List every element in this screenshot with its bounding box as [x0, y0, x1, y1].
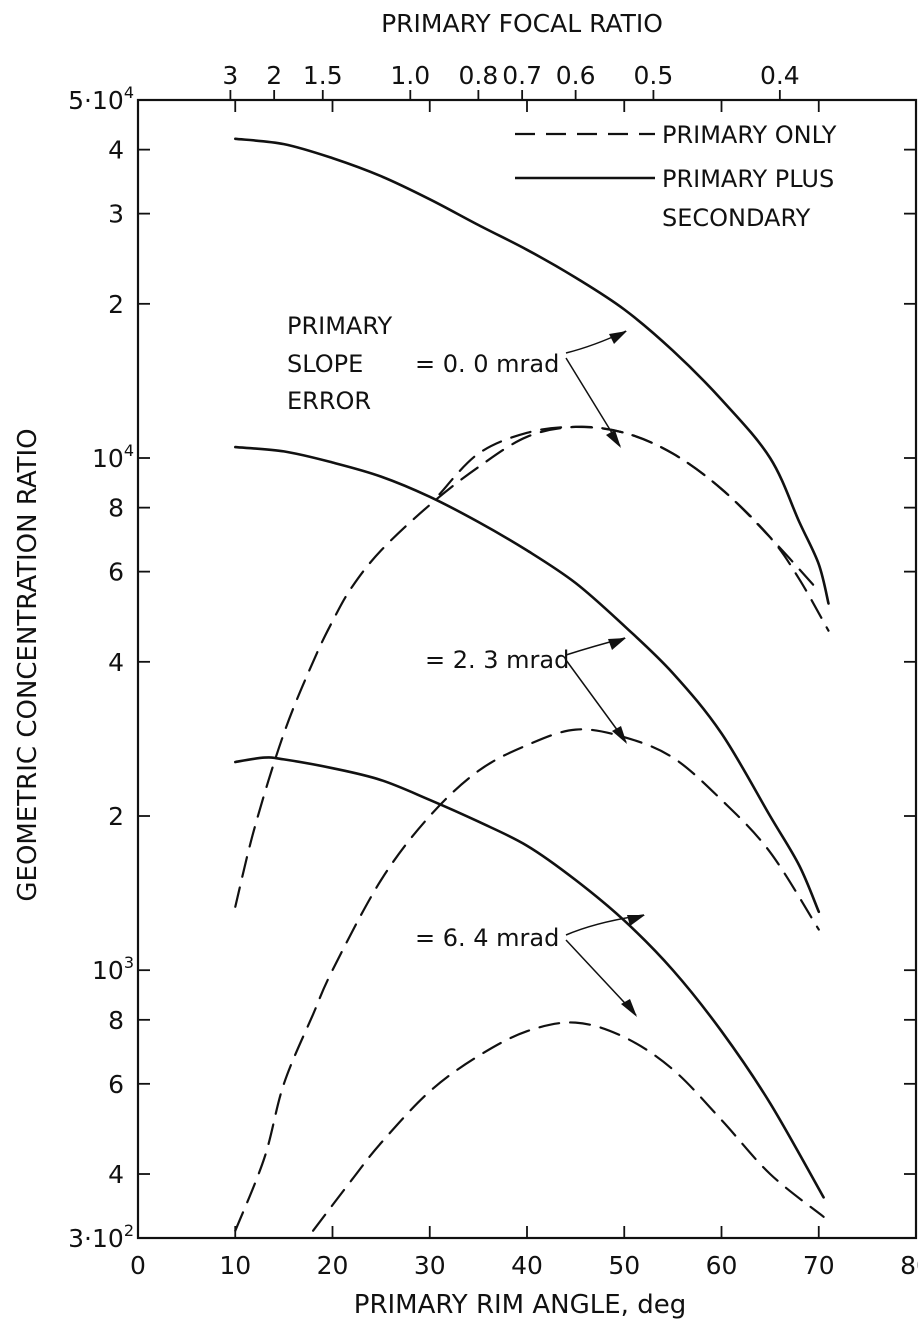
y-tick-label: 2: [108, 802, 124, 831]
curve-solid-6-4-: [234, 756, 825, 1199]
arrowhead-0-0-upper: [609, 331, 627, 344]
x-axis-title: PRIMARY RIM ANGLE, deg: [354, 1290, 686, 1320]
arrowhead-6-4-upper: [627, 915, 645, 926]
annotation-0-0-mrad: = 0. 0 mrad: [415, 350, 559, 378]
y-tick-label: 4: [108, 136, 124, 165]
x-tick-label: 40: [511, 1251, 543, 1280]
top-tick-label: 0.5: [634, 61, 674, 90]
y-tick-label: 104: [92, 441, 134, 473]
axes: 010203040506070805·10443210486421038643·…: [68, 61, 918, 1280]
y-tick-label: 8: [108, 494, 124, 523]
y-axis-title: GEOMETRIC CONCENTRATION RATIO: [13, 428, 43, 901]
y-tick-label: 3·102: [68, 1221, 134, 1253]
top-tick-label: 1.5: [303, 61, 343, 90]
top-tick-label: 2: [266, 61, 282, 90]
arrowhead-0-0-lower: [606, 430, 621, 448]
curve-dashed-2-3-: [234, 425, 820, 908]
curve-dashed-6-4-: [312, 1021, 825, 1232]
y-tick-label: 103: [92, 953, 134, 985]
x-tick-label: 20: [317, 1251, 349, 1280]
annotation-slope-title-line2: SLOPE: [287, 350, 363, 378]
arrow-0-0-lower: [565, 357, 621, 447]
top-tick-label: 1.0: [390, 61, 430, 90]
x-tick-label: 60: [706, 1251, 738, 1280]
x-tick-label: 0: [130, 1251, 146, 1280]
curves: [234, 137, 830, 1232]
curve-dashed-6-4-: [234, 728, 820, 1232]
top-tick-label: 0.7: [502, 61, 542, 90]
x-tick-label: 50: [608, 1251, 640, 1280]
annotation-2-3-mrad: = 2. 3 mrad: [425, 646, 569, 674]
legend-label-primary-plus: PRIMARY PLUS: [662, 165, 834, 193]
legend-label-primary-only: PRIMARY ONLY: [662, 121, 837, 149]
x-tick-label: 70: [803, 1251, 835, 1280]
annotations: PRIMARY SLOPE ERROR = 0. 0 mrad = 2. 3 m…: [287, 312, 645, 1017]
annotation-slope-title-line1: PRIMARY: [287, 312, 392, 340]
y-tick-label: 4: [108, 1160, 124, 1189]
y-tick-label: 8: [108, 1006, 124, 1035]
top-tick-label: 3: [222, 61, 238, 90]
curve-solid-2-3-: [234, 445, 821, 914]
arrowhead-2-3-upper: [608, 638, 626, 650]
annotation-6-4-mrad: = 6. 4 mrad: [415, 924, 559, 952]
y-tick-label: 6: [108, 558, 124, 587]
top-tick-label: 0.6: [556, 61, 596, 90]
curve-solid-0-0-: [234, 137, 830, 605]
top-axis-title: PRIMARY FOCAL RATIO: [381, 9, 663, 38]
top-tick-label: 0.8: [458, 61, 498, 90]
legend: PRIMARY ONLY PRIMARY PLUS SECONDARY: [515, 121, 837, 232]
annotation-slope-title-line3: ERROR: [287, 387, 371, 415]
y-tick-label: 3: [108, 200, 124, 229]
y-tick-label: 5·104: [68, 83, 134, 115]
y-tick-label: 2: [108, 290, 124, 319]
arrowhead-2-3-lower: [612, 726, 627, 744]
y-tick-label: 4: [108, 648, 124, 677]
x-tick-label: 80: [900, 1251, 918, 1280]
top-tick-label: 0.4: [760, 61, 800, 90]
arrow-2-3-lower: [565, 659, 627, 743]
legend-label-secondary: SECONDARY: [662, 204, 811, 232]
x-tick-label: 10: [219, 1251, 251, 1280]
y-tick-label: 6: [108, 1070, 124, 1099]
arrowhead-6-4-lower: [621, 999, 637, 1017]
x-tick-label: 30: [414, 1251, 446, 1280]
